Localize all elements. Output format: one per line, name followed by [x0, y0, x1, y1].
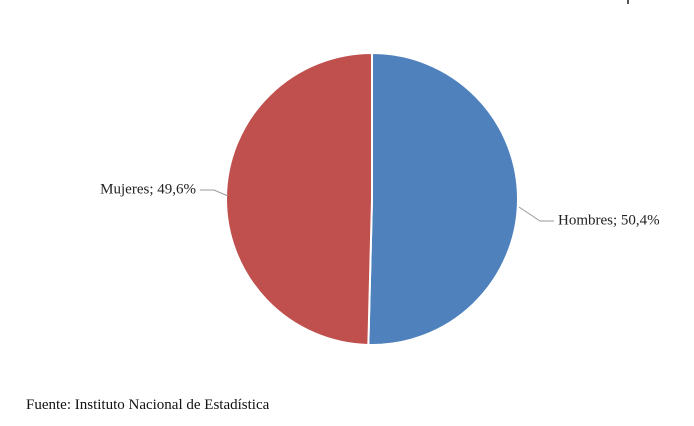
pie-slice-mujeres [225, 51, 373, 346]
source-note: Fuente: Instituto Nacional de Estadístic… [26, 397, 270, 413]
corner-mark [627, 0, 629, 4]
leader-line-mujeres [200, 189, 229, 197]
pie-slice-hombres [367, 51, 519, 346]
leader-line-hombres [518, 206, 554, 222]
data-label-mujeres: Mujeres; 49,6% [100, 181, 196, 197]
data-label-hombres: Hombres; 50,4% [558, 212, 660, 228]
